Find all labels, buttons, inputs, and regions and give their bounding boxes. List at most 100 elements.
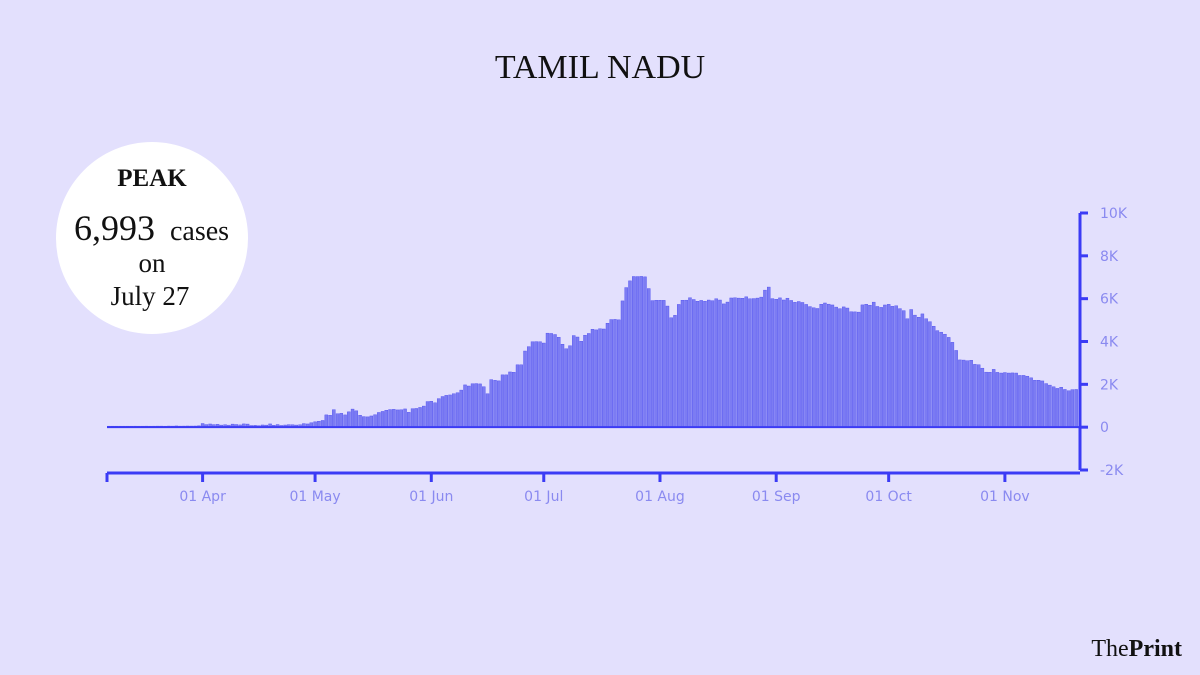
bar xyxy=(789,300,793,428)
bar xyxy=(324,414,329,428)
bar xyxy=(620,300,625,428)
x-tick-label: 01 Sep xyxy=(752,489,801,505)
bar xyxy=(433,402,437,428)
bar xyxy=(943,333,947,428)
bar xyxy=(527,346,531,428)
bar xyxy=(868,305,872,428)
bar xyxy=(452,393,456,428)
bar xyxy=(826,303,831,428)
bar xyxy=(886,304,891,428)
bar xyxy=(613,319,617,428)
bar xyxy=(969,360,973,428)
bar xyxy=(373,414,377,428)
bar xyxy=(819,304,823,428)
peak-badge xyxy=(56,142,248,334)
bar xyxy=(519,364,523,428)
bar xyxy=(650,300,655,428)
bar xyxy=(725,301,730,428)
x-tick-label: 01 Oct xyxy=(865,489,912,505)
bar xyxy=(354,410,359,428)
bar xyxy=(489,379,493,428)
bar xyxy=(482,386,486,428)
bar xyxy=(602,328,606,428)
bar xyxy=(935,330,940,428)
bar xyxy=(838,308,842,428)
bar xyxy=(688,297,692,428)
bar xyxy=(1021,375,1026,428)
bar xyxy=(692,299,696,428)
bar xyxy=(946,337,951,428)
bar xyxy=(958,359,962,428)
bar xyxy=(1033,380,1037,428)
bar xyxy=(950,342,955,428)
x-tick-label: 01 Jul xyxy=(524,489,563,505)
bar xyxy=(834,306,838,428)
bar xyxy=(841,306,846,428)
bar xyxy=(778,297,782,428)
bar xyxy=(639,276,643,428)
bar xyxy=(654,300,658,428)
bar xyxy=(542,342,546,428)
bar xyxy=(924,318,928,428)
bar xyxy=(785,297,790,428)
y-tick-label: 6K xyxy=(1100,292,1119,308)
bar xyxy=(815,308,820,428)
bar xyxy=(710,300,715,428)
y-tick-label: 4K xyxy=(1100,335,1119,351)
bar xyxy=(523,350,527,428)
bar xyxy=(999,372,1003,428)
bar xyxy=(369,415,374,428)
bar xyxy=(429,401,433,428)
bar xyxy=(991,369,996,428)
bar xyxy=(976,364,981,428)
bar xyxy=(493,380,497,428)
bar xyxy=(1036,380,1041,428)
logo-print: Print xyxy=(1129,636,1182,662)
bar xyxy=(545,332,550,428)
bar xyxy=(928,321,932,428)
bar xyxy=(695,301,700,428)
bar xyxy=(871,301,876,428)
bar xyxy=(774,299,778,428)
bar xyxy=(879,307,883,428)
bar xyxy=(752,298,756,428)
bar xyxy=(699,300,703,428)
bar xyxy=(662,300,666,428)
bar xyxy=(553,334,557,428)
bar xyxy=(703,301,707,428)
bar xyxy=(392,409,396,428)
bar xyxy=(677,304,681,428)
bar xyxy=(811,307,816,428)
x-tick-label: 01 Apr xyxy=(179,489,226,505)
bar xyxy=(377,412,381,428)
bar xyxy=(1074,389,1078,428)
bar xyxy=(332,409,336,428)
bar xyxy=(485,393,490,428)
bar xyxy=(864,304,868,428)
bar xyxy=(530,341,535,428)
bar xyxy=(808,306,812,428)
bar xyxy=(748,298,752,428)
bar xyxy=(684,299,688,428)
bar xyxy=(564,348,568,428)
bar xyxy=(845,307,850,428)
bar xyxy=(658,300,662,428)
bar xyxy=(347,411,351,428)
bar xyxy=(1066,390,1071,428)
plot: -2K 0 2K 4K 6K 8K 10K 01 Apr 01 May 01 Jun 01 Jul 0… xyxy=(105,206,1128,505)
bar xyxy=(984,371,988,428)
bar xyxy=(973,364,977,428)
bar xyxy=(512,372,516,428)
bar xyxy=(883,304,887,428)
bar xyxy=(440,396,445,428)
bar xyxy=(931,326,936,428)
x-tick-label: 01 Jun xyxy=(409,489,453,505)
bar xyxy=(965,360,970,428)
bar xyxy=(557,337,561,428)
x-tick-label: 01 May xyxy=(289,489,340,505)
bar xyxy=(418,407,422,428)
bar xyxy=(1055,388,1060,428)
bar xyxy=(898,308,902,428)
bar xyxy=(995,372,1000,428)
y-tick-label: 8K xyxy=(1100,249,1119,265)
